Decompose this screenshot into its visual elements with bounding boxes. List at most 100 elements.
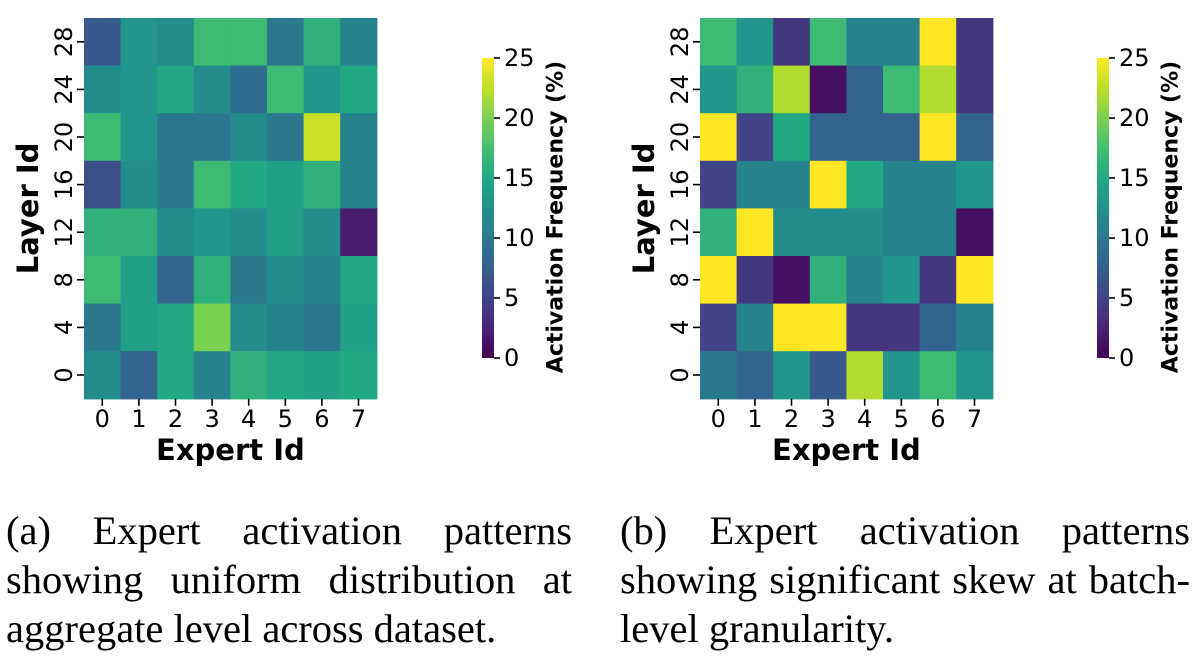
x-axis-label: Expert Id: [772, 433, 921, 467]
heatmap-cell: [303, 256, 341, 305]
heatmap-cell: [700, 351, 738, 400]
heatmap-cell: [846, 303, 884, 352]
heatmap-cell: [919, 160, 957, 209]
heatmap-cell: [267, 208, 305, 257]
heatmap-cell: [736, 351, 774, 400]
heatmap-cell: [736, 65, 774, 114]
heatmap-cell: [956, 18, 994, 67]
x-tick-label: 6: [930, 405, 945, 433]
colorbar-label: Activation Frequency (%): [544, 61, 569, 373]
heatmap-cell: [157, 160, 195, 209]
heatmap-cell: [919, 208, 957, 257]
y-tick-label: 16: [50, 169, 78, 200]
heatmap-cell: [919, 113, 957, 162]
x-tick-label: 0: [95, 405, 110, 433]
colorbar-label: Activation Frequency (%): [1159, 61, 1184, 373]
heatmap-cell: [84, 113, 122, 162]
heatmap-cell: [120, 208, 158, 257]
heatmap-cell: [230, 208, 268, 257]
heatmap-cell: [883, 256, 921, 305]
heatmap-cell: [157, 113, 195, 162]
y-tick-label: 8: [50, 272, 78, 287]
heatmap-cell: [919, 351, 957, 400]
heatmap-cell: [157, 18, 195, 67]
heatmap-cell: [956, 351, 994, 400]
y-tick-label: 24: [50, 74, 78, 105]
colorbar-tick-label: 5: [1119, 284, 1134, 312]
heatmap-cell: [230, 303, 268, 352]
heatmap-cell: [303, 160, 341, 209]
y-tick-label: 16: [666, 169, 694, 200]
heatmap-cell: [846, 160, 884, 209]
heatmap-cell: [883, 208, 921, 257]
y-tick-label: 0: [50, 367, 78, 382]
heatmap-cell: [267, 256, 305, 305]
x-tick-label: 1: [747, 405, 762, 433]
heatmap-cell: [303, 303, 341, 352]
heatmap-cell: [267, 65, 305, 114]
heatmap-cell: [700, 113, 738, 162]
heatmap-cell: [157, 256, 195, 305]
heatmap-cell: [84, 65, 122, 114]
heatmap-cell: [157, 303, 195, 352]
heatmap-cell: [120, 160, 158, 209]
heatmap-cell: [340, 160, 378, 209]
heatmap-cell: [736, 160, 774, 209]
caption-b: (b) Expert activation patterns showing s…: [620, 508, 1190, 651]
colorbar-tick-label: 5: [504, 284, 519, 312]
heatmap-cell: [919, 65, 957, 114]
heatmap-cell: [157, 208, 195, 257]
x-tick-label: 5: [894, 405, 909, 433]
heatmap-cell: [230, 18, 268, 67]
heatmap-cell: [700, 18, 738, 67]
heatmap-cell: [809, 113, 847, 162]
colorbar-tick-label: 0: [504, 344, 519, 372]
heatmap-cell: [120, 351, 158, 400]
heatmap-cell: [193, 256, 231, 305]
heatmap-cell: [193, 208, 231, 257]
heatmap-cell: [700, 208, 738, 257]
heatmap-cell: [809, 18, 847, 67]
x-tick-label: 6: [314, 405, 329, 433]
x-tick-label: 4: [857, 405, 872, 433]
heatmap-cell: [230, 256, 268, 305]
heatmap-cell: [84, 256, 122, 305]
heatmap-cell: [193, 18, 231, 67]
caption-a: (a) Expert activation patterns showing u…: [6, 508, 572, 651]
heatmap-cell: [340, 65, 378, 114]
colorbar-tick-label: 0: [1119, 344, 1134, 372]
heatmap-cell: [773, 18, 811, 67]
heatmap-cell: [267, 18, 305, 67]
colorbar-tick-label: 25: [504, 44, 535, 72]
y-tick-label: 0: [666, 367, 694, 382]
heatmap-cell: [340, 18, 378, 67]
heatmap-cell: [120, 65, 158, 114]
heatmap-cell: [883, 113, 921, 162]
heatmap-cell: [700, 256, 738, 305]
heatmap-cell: [157, 65, 195, 114]
heatmap-cell: [267, 351, 305, 400]
y-tick-label: 28: [50, 27, 78, 58]
heatmap-cell: [773, 256, 811, 305]
y-tick-label: 8: [666, 272, 694, 287]
heatmap-cell: [773, 65, 811, 114]
heatmap-cell: [84, 351, 122, 400]
heatmap-cell: [120, 18, 158, 67]
heatmap-cell: [773, 113, 811, 162]
heatmap-cell: [883, 65, 921, 114]
heatmap-cell: [84, 18, 122, 67]
heatmap-cell: [120, 113, 158, 162]
heatmap-cell: [120, 256, 158, 305]
heatmap-cell: [956, 256, 994, 305]
heatmap-cell: [230, 351, 268, 400]
x-tick-label: 4: [241, 405, 256, 433]
heatmap-cell: [773, 351, 811, 400]
x-tick-label: 5: [278, 405, 293, 433]
heatmap-cell: [267, 160, 305, 209]
heatmap-cell: [846, 65, 884, 114]
heatmap-cell: [919, 18, 957, 67]
heatmap-cell: [193, 351, 231, 400]
